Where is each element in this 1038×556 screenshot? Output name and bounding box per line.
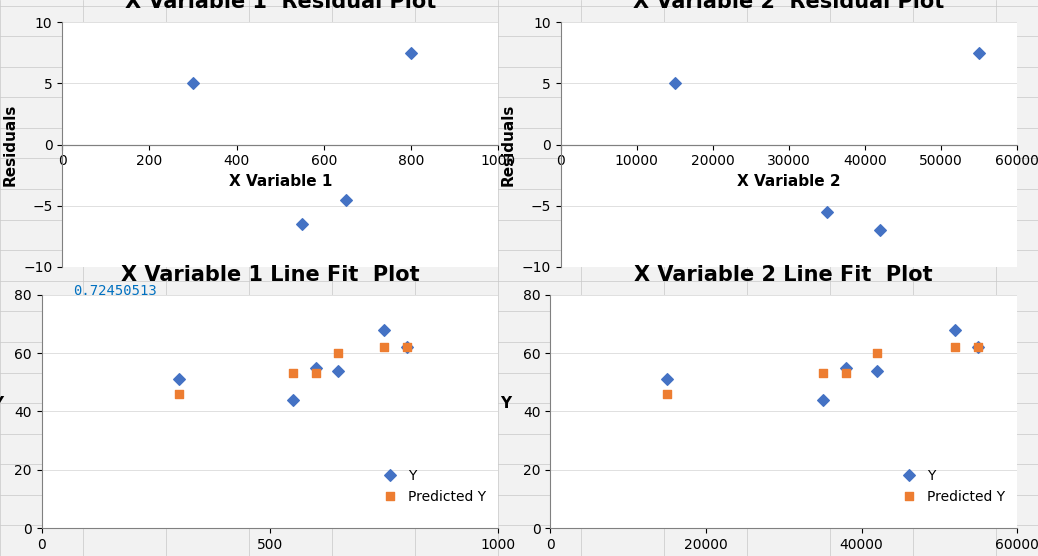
Predicted Y bbox=[838, 369, 854, 378]
Point bbox=[971, 48, 987, 57]
Y bbox=[969, 342, 986, 351]
Legend: Y, Predicted Y: Y, Predicted Y bbox=[896, 464, 1010, 510]
Y bbox=[947, 325, 963, 334]
Predicted Y bbox=[170, 389, 187, 398]
Point bbox=[403, 48, 419, 57]
Predicted Y bbox=[658, 389, 675, 398]
Predicted Y bbox=[376, 342, 392, 351]
Y bbox=[376, 325, 392, 334]
Y bbox=[284, 395, 301, 404]
Point bbox=[872, 226, 889, 235]
Y bbox=[399, 342, 415, 351]
Y-axis label: Residuals: Residuals bbox=[501, 103, 516, 186]
Title: X Variable 2  Residual Plot: X Variable 2 Residual Plot bbox=[633, 0, 945, 12]
Text: 0.72450513: 0.72450513 bbox=[73, 284, 157, 297]
Predicted Y bbox=[969, 342, 986, 351]
Title: X Variable 1 Line Fit  Plot: X Variable 1 Line Fit Plot bbox=[120, 265, 419, 285]
Legend: Y, Predicted Y: Y, Predicted Y bbox=[377, 464, 491, 510]
Point bbox=[666, 79, 683, 88]
Y-axis label: Residuals: Residuals bbox=[3, 103, 18, 186]
Predicted Y bbox=[869, 349, 885, 358]
Y bbox=[869, 366, 885, 375]
X-axis label: X Variable 2: X Variable 2 bbox=[737, 174, 841, 189]
Y bbox=[170, 375, 187, 384]
Predicted Y bbox=[399, 342, 415, 351]
Point bbox=[185, 79, 201, 88]
Title: X Variable 2 Line Fit  Plot: X Variable 2 Line Fit Plot bbox=[634, 265, 933, 285]
Y bbox=[814, 395, 830, 404]
Y-axis label: Y: Y bbox=[500, 396, 512, 411]
Y bbox=[658, 375, 675, 384]
Y bbox=[307, 363, 324, 372]
Predicted Y bbox=[814, 369, 830, 378]
Y bbox=[838, 363, 854, 372]
Predicted Y bbox=[284, 369, 301, 378]
Title: X Variable 1  Residual Plot: X Variable 1 Residual Plot bbox=[125, 0, 436, 12]
Point bbox=[294, 220, 310, 229]
X-axis label: X Variable 1: X Variable 1 bbox=[228, 174, 332, 189]
Predicted Y bbox=[330, 349, 347, 358]
Predicted Y bbox=[307, 369, 324, 378]
Point bbox=[819, 207, 836, 216]
Point bbox=[337, 195, 354, 204]
Y bbox=[330, 366, 347, 375]
Y-axis label: Y: Y bbox=[0, 396, 3, 411]
Predicted Y bbox=[947, 342, 963, 351]
